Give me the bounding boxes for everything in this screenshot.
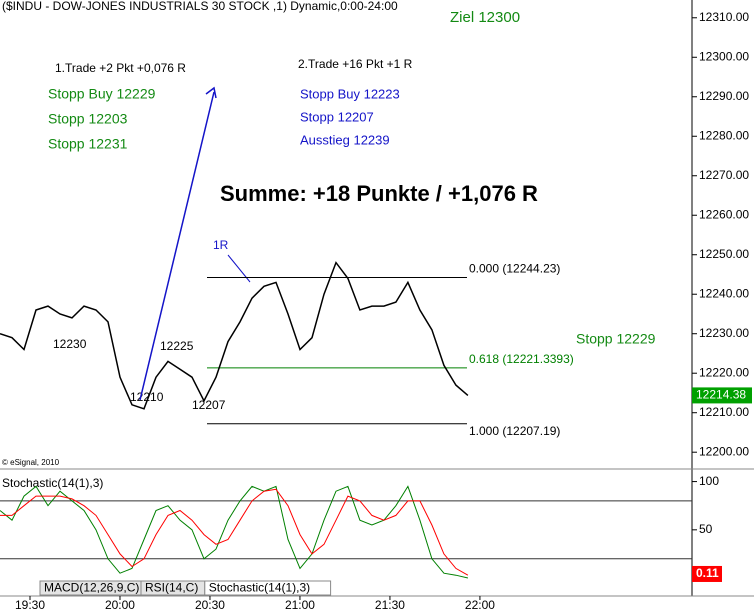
y-tick-label: 12200.00 (699, 444, 749, 458)
tab-label[interactable]: MACD(12,26,9,C) (44, 581, 139, 595)
y-tick-label: 12260.00 (699, 207, 749, 221)
annotation: Stopp 12203 (48, 111, 128, 127)
annotation: Stopp 12207 (300, 109, 374, 124)
arrow-head (205, 86, 217, 99)
summary: Summe: +18 Punkte / +1,076 R (220, 181, 538, 206)
current-price-box (692, 387, 752, 404)
annotation: 12230 (53, 337, 87, 351)
x-tick-label: 21:30 (375, 598, 405, 612)
arrow (139, 91, 215, 401)
y-tick-label: 50 (699, 522, 713, 536)
chart-title: ($INDU - DOW-JONES INDUSTRIALS 30 STOCK … (2, 0, 398, 13)
panel-title: Stochastic(14(1),3) (2, 476, 103, 490)
y-tick-label: 100 (699, 474, 719, 488)
y-tick-label: 12270.00 (699, 168, 749, 182)
annotation: Stopp 12229 (576, 331, 656, 347)
annotation: 12210 (130, 390, 164, 404)
annotation: Ausstieg 12239 (300, 132, 390, 147)
annotation: Stopp Buy 12223 (300, 86, 400, 101)
annotation: 1.Trade +2 Pkt +0,076 R (55, 61, 186, 75)
series-line (0, 488, 469, 576)
x-tick-label: 19:30 (15, 598, 45, 612)
tab-label[interactable]: RSI(14,C) (145, 581, 198, 595)
current-price: 12214.38 (696, 388, 746, 402)
y-tick-label: 12300.00 (699, 49, 749, 63)
y-tick-label: 12240.00 (699, 286, 749, 300)
y-tick-label: 12290.00 (699, 89, 749, 103)
x-tick-label: 20:00 (105, 598, 135, 612)
annotation: Stopp 12231 (48, 136, 128, 152)
y-tick-label: 12280.00 (699, 128, 749, 142)
annotation: Stopp Buy 12229 (48, 86, 156, 102)
fib-label: 0.000 (12244.23) (469, 262, 560, 276)
y-tick-label: 12230.00 (699, 326, 749, 340)
y-tick-label: 12210.00 (699, 405, 749, 419)
current-value: 0.11 (696, 566, 719, 580)
y-tick-label: 12220.00 (699, 365, 749, 379)
annotation: 2.Trade +16 Pkt +1 R (298, 57, 413, 71)
x-tick-label: 20:30 (195, 598, 225, 612)
y-tick-label: 12250.00 (699, 247, 749, 261)
series-line (0, 261, 469, 410)
y-tick-label: 12310.00 (699, 10, 749, 24)
x-tick-label: 22:00 (465, 598, 495, 612)
series-line (0, 485, 469, 579)
fib-label: 0.618 (12221.3393) (469, 352, 574, 366)
fib-label: 1.000 (12207.19) (469, 424, 560, 438)
current-value-box (692, 565, 722, 582)
annotation: Ziel 12300 (450, 9, 520, 26)
tab-label[interactable]: Stochastic(14(1),3) (209, 581, 310, 595)
annotation: 12207 (192, 398, 226, 412)
annotation: 12225 (160, 339, 194, 353)
x-tick-label: 21:00 (285, 598, 315, 612)
tab[interactable] (204, 580, 332, 596)
annotation: 1R (213, 238, 229, 252)
copyright: © eSignal, 2010 (2, 458, 60, 467)
